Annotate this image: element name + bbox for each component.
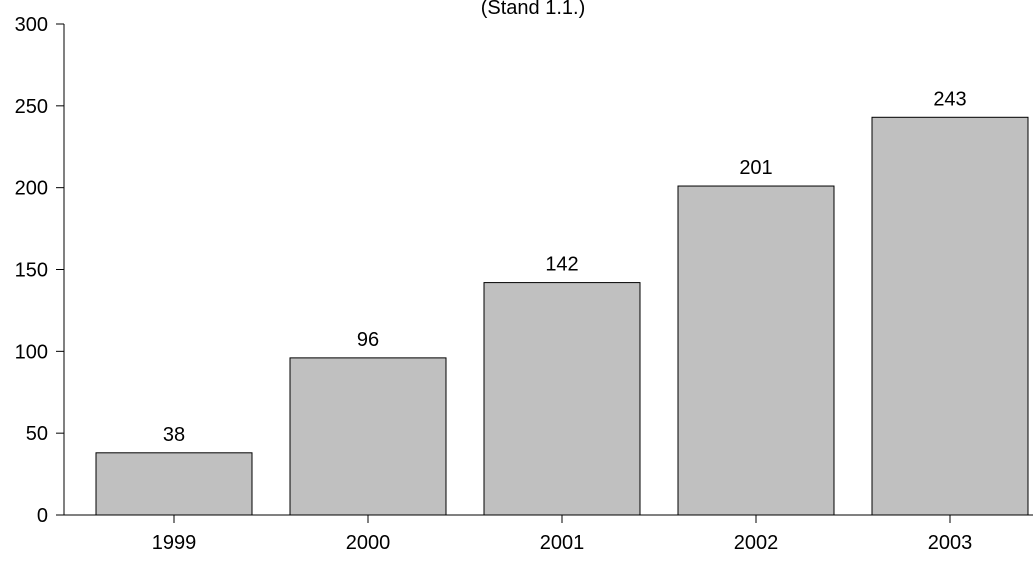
bar-1999 <box>95 452 253 516</box>
x-tick-label-2003: 2003 <box>928 532 973 554</box>
data-label-1999: 38 <box>163 424 185 446</box>
data-label-2000: 96 <box>357 329 379 351</box>
y-tick-label-0: 0 <box>37 505 48 527</box>
bar-2003 <box>871 116 1029 516</box>
x-axis: 1999 2000 2001 2002 2003 <box>64 514 1033 554</box>
bar-2001 <box>483 282 641 516</box>
y-axis: 0 50 100 150 200 250 300 <box>15 14 65 527</box>
y-tick-label-100: 100 <box>15 341 48 363</box>
y-tick-label-200: 200 <box>15 178 48 200</box>
y-tick-label-50: 50 <box>26 423 48 445</box>
x-tick-label-2000: 2000 <box>346 532 391 554</box>
data-labels-group: 38 96 142 201 243 <box>163 88 967 446</box>
x-tick-label-2002: 2002 <box>734 532 779 554</box>
y-tick-label-250: 250 <box>15 96 48 118</box>
data-label-2002: 201 <box>739 157 772 179</box>
y-tick-label-300: 300 <box>15 14 48 36</box>
data-label-2001: 142 <box>545 254 578 276</box>
chart-subtitle: (Stand 1.1.) <box>481 0 586 19</box>
bar-2002 <box>677 185 835 516</box>
y-tick-label-150: 150 <box>15 260 48 282</box>
bars-group <box>95 116 1029 516</box>
bar-2000 <box>289 357 447 516</box>
x-tick-label-1999: 1999 <box>152 532 197 554</box>
x-tick-label-2001: 2001 <box>540 532 585 554</box>
data-label-2003: 243 <box>933 88 966 110</box>
